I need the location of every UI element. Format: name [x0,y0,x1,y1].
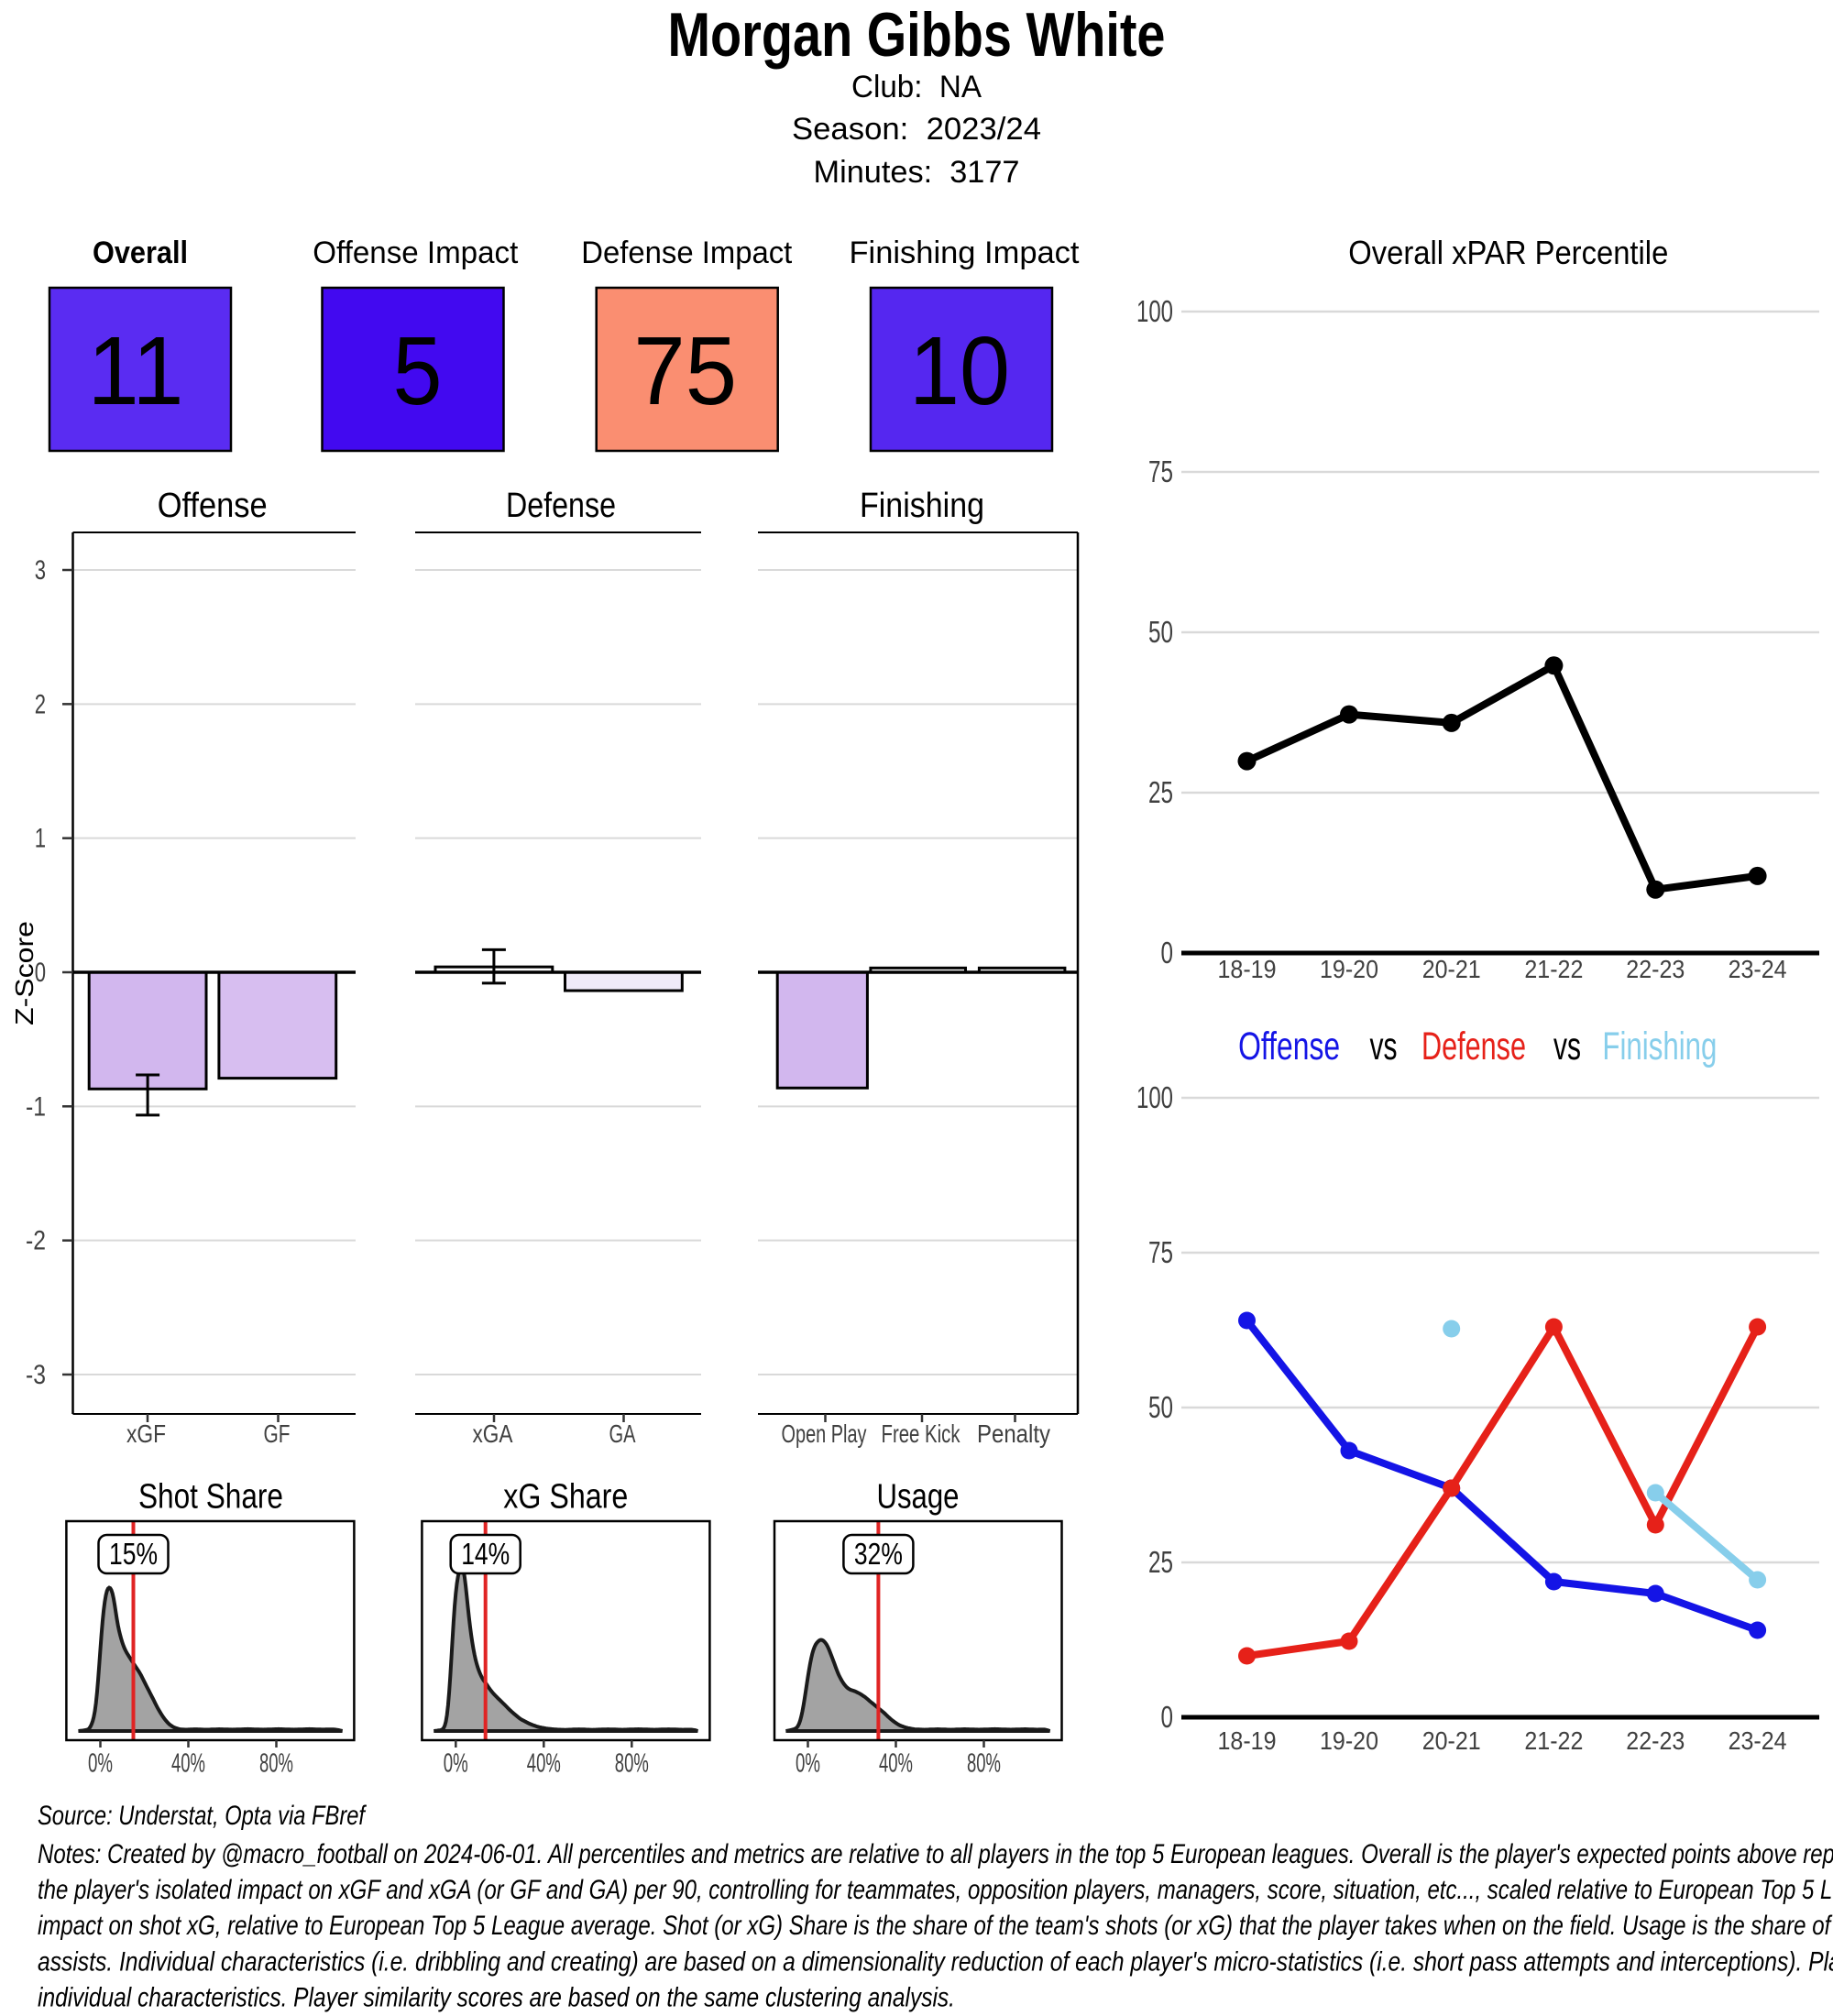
svg-text:Notes: Created by @macro_footb: Notes: Created by @macro_football on 202… [38,1839,1833,1869]
svg-text:Defense: Defense [1421,1024,1526,1068]
svg-text:0: 0 [35,958,46,988]
svg-text:GF: GF [264,1419,291,1448]
svg-text:100: 100 [1136,1080,1173,1114]
svg-text:23-24: 23-24 [1729,1726,1787,1755]
svg-text:Offense: Offense [1238,1024,1340,1068]
svg-text:Offense Impact: Offense Impact [313,236,519,270]
svg-text:Free Kick: Free Kick [882,1419,961,1448]
svg-text:21-22: 21-22 [1524,955,1583,983]
svg-text:1: 1 [35,824,46,854]
svg-text:5: 5 [393,317,443,425]
svg-text:2: 2 [35,689,46,719]
svg-text:18-19: 18-19 [1218,955,1277,983]
svg-text:75: 75 [633,317,737,425]
svg-text:19-20: 19-20 [1320,1726,1378,1755]
svg-text:Defense Impact: Defense Impact [581,236,793,270]
svg-text:23-24: 23-24 [1729,955,1787,983]
svg-text:assists. Individual characteri: assists. Individual characteristics (i.e… [38,1947,1833,1978]
svg-text:xG Share: xG Share [503,1478,628,1517]
svg-text:Finishing: Finishing [860,487,984,525]
svg-text:-2: -2 [26,1226,46,1256]
svg-text:3: 3 [35,555,46,586]
svg-text:xGF: xGF [126,1419,166,1448]
svg-text:25: 25 [1148,775,1173,809]
svg-text:Club: NA: Club: NA [851,70,982,104]
svg-text:the player's isolated impact o: the player's isolated impact on xGF and … [38,1875,1833,1905]
svg-text:40%: 40% [879,1749,913,1779]
svg-text:Minutes: 3177: Minutes: 3177 [814,155,1020,190]
svg-text:Overall: Overall [93,236,188,270]
svg-text:11: 11 [88,317,184,425]
svg-text:vs: vs [1553,1024,1581,1068]
svg-text:Shot Share: Shot Share [138,1478,283,1517]
svg-text:10: 10 [909,317,1010,425]
svg-text:75: 75 [1148,455,1173,488]
svg-text:Source: Understat, Opta via FB: Source: Understat, Opta via FBref [38,1801,367,1831]
svg-text:32%: 32% [854,1537,903,1571]
svg-text:22-23: 22-23 [1626,1726,1685,1755]
svg-text:0%: 0% [796,1749,820,1779]
svg-text:20-21: 20-21 [1422,1726,1481,1755]
svg-text:Finishing: Finishing [1602,1024,1717,1068]
svg-text:80%: 80% [615,1749,649,1779]
svg-text:20-21: 20-21 [1422,955,1481,983]
svg-text:50: 50 [1148,1390,1173,1424]
svg-text:Season: 2023/24: Season: 2023/24 [792,112,1041,147]
svg-text:22-23: 22-23 [1626,955,1685,983]
svg-text:individual characteristics. Pl: individual characteristics. Player simil… [38,1983,955,2013]
svg-text:vs: vs [1370,1024,1398,1068]
svg-text:xGA: xGA [473,1419,513,1448]
svg-text:Penalty: Penalty [977,1419,1050,1448]
svg-text:impact on shot xG, relative to: impact on shot xG, relative to European … [38,1911,1833,1941]
svg-text:0%: 0% [88,1749,113,1779]
svg-text:Overall xPAR Percentile: Overall xPAR Percentile [1348,234,1668,271]
svg-text:Open Play: Open Play [782,1419,867,1448]
svg-text:80%: 80% [967,1749,1001,1779]
svg-text:GA: GA [609,1419,636,1448]
svg-text:14%: 14% [461,1537,510,1571]
svg-text:100: 100 [1136,294,1173,328]
svg-text:-1: -1 [26,1091,46,1122]
svg-text:Z-Score: Z-Score [10,921,38,1025]
svg-text:75: 75 [1148,1235,1173,1269]
svg-text:-3: -3 [26,1360,46,1390]
svg-text:Offense: Offense [158,487,268,525]
svg-text:0: 0 [1161,1700,1174,1734]
svg-text:21-22: 21-22 [1524,1726,1583,1755]
svg-text:Usage: Usage [877,1478,960,1517]
svg-text:Defense: Defense [506,487,616,525]
svg-text:40%: 40% [527,1749,561,1779]
svg-text:15%: 15% [109,1537,158,1571]
svg-text:0%: 0% [444,1749,468,1779]
svg-text:19-20: 19-20 [1320,955,1378,983]
svg-text:Morgan Gibbs White: Morgan Gibbs White [668,0,1166,70]
svg-text:18-19: 18-19 [1218,1726,1277,1755]
svg-text:25: 25 [1148,1545,1173,1579]
svg-text:40%: 40% [171,1749,205,1779]
svg-text:50: 50 [1148,615,1173,649]
svg-text:80%: 80% [259,1749,293,1779]
svg-text:0: 0 [1161,936,1174,970]
svg-text:Finishing Impact: Finishing Impact [850,236,1081,270]
